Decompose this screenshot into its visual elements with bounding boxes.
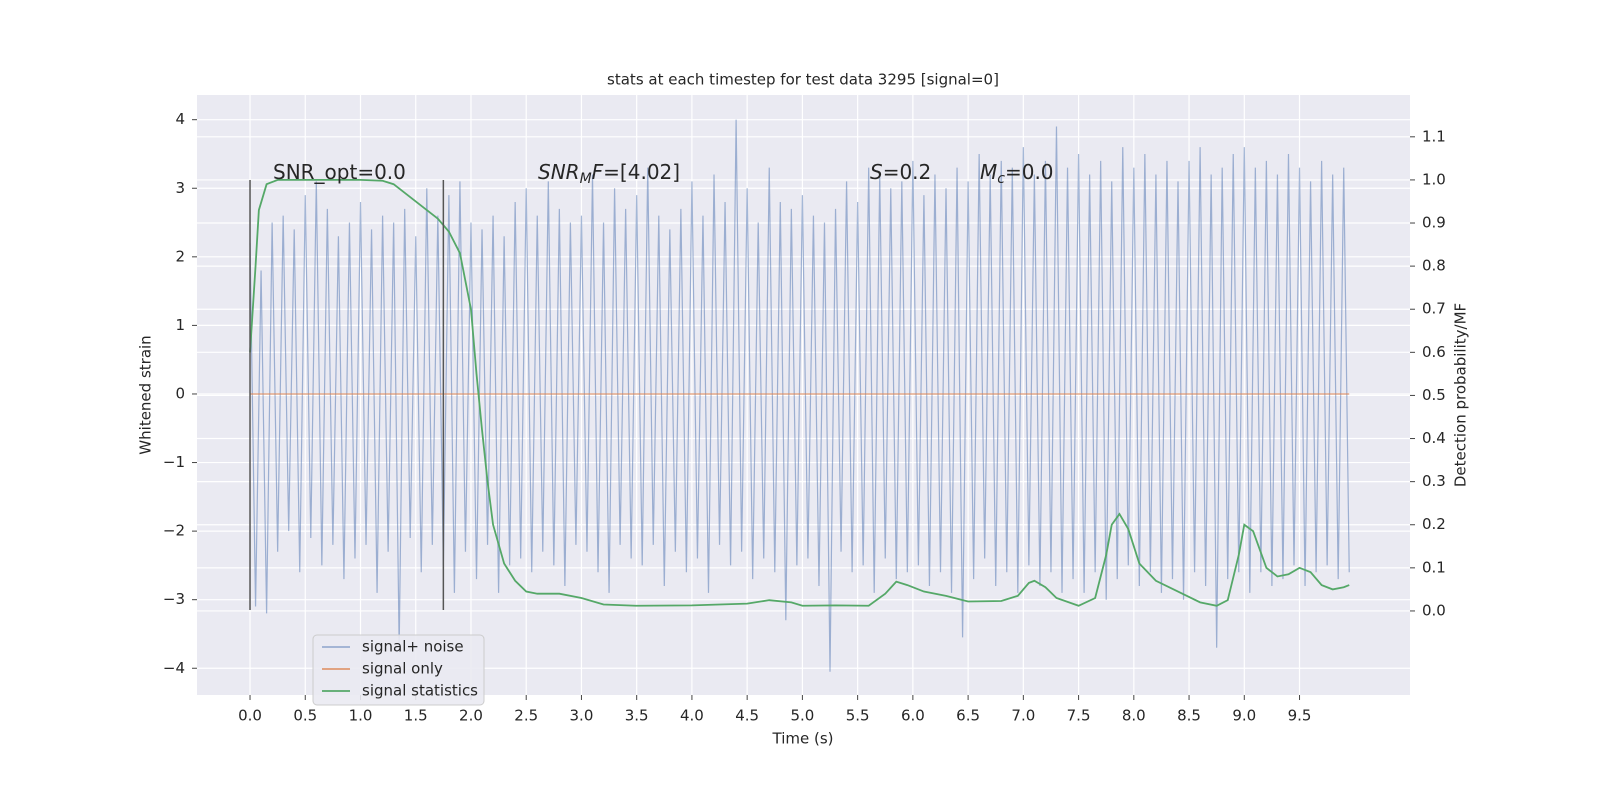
annotation-part: =0.0 (1005, 160, 1054, 184)
x-tick-label: 8.5 (1177, 707, 1201, 725)
y2-tick-label: 0.5 (1422, 386, 1446, 404)
legend: signal+ noise signal only signal statistic… (312, 634, 485, 706)
annotation: Mc=0.0 (980, 160, 1054, 188)
y2-axis-label: Detection probability/MF (1452, 303, 1470, 487)
annotation: SNRMF=[4.02] (538, 160, 680, 188)
y-tick-label: 1 (175, 316, 185, 334)
x-tick-label: 9.0 (1232, 707, 1256, 725)
x-tick-label: 1.0 (349, 707, 373, 725)
annotation-part: M (580, 171, 592, 187)
x-tick-label: 7.5 (1067, 707, 1091, 725)
y-tick-label: 4 (175, 110, 185, 128)
legend-label: signal statistics (362, 682, 478, 700)
y-tick-label: −4 (163, 659, 185, 677)
legend-box (312, 634, 485, 706)
x-tick-label: 0.5 (293, 707, 317, 725)
x-axis-label: Time (s) (772, 730, 834, 748)
x-tick-label: 8.0 (1122, 707, 1146, 725)
y2-tick-label: 0.3 (1422, 472, 1446, 490)
y-tick-label: 0 (175, 384, 185, 402)
y2-tick-label: 0.1 (1422, 558, 1446, 576)
y-axis-label: Whitened strain (137, 335, 155, 454)
y2-tick-label: 1.0 (1422, 170, 1446, 188)
x-tick-label: 4.5 (735, 707, 759, 725)
x-tick-label: 7.0 (1011, 707, 1035, 725)
x-tick-label: 2.0 (459, 707, 483, 725)
annotation-part: SNR (538, 160, 580, 184)
x-tick-label: 6.5 (956, 707, 980, 725)
x-tick-label: 2.5 (514, 707, 538, 725)
x-tick-label: 0.0 (238, 707, 262, 725)
y2-tick-label: 0.8 (1422, 257, 1446, 275)
x-tick-label: 3.0 (570, 707, 594, 725)
annotation: S=0.2 (870, 160, 931, 184)
annotation-part: F (592, 160, 604, 184)
annotation-part: SNR_opt=0.0 (273, 160, 406, 184)
annotation-part: =0.2 (883, 160, 932, 184)
y2-tick-label: 0.2 (1422, 515, 1446, 533)
annotation: SNR_opt=0.0 (273, 160, 406, 184)
y2-tick-label: 0.7 (1422, 300, 1446, 318)
y2-tick-label: 0.6 (1422, 343, 1446, 361)
chart-title: stats at each timestep for test data 329… (607, 71, 999, 89)
y2-tick-label: 0.4 (1422, 429, 1446, 447)
y-tick-label: 3 (175, 179, 185, 197)
x-tick-label: 9.5 (1288, 707, 1312, 725)
x-tick-label: 5.0 (790, 707, 814, 725)
x-tick-label: 3.5 (625, 707, 649, 725)
x-tick-label: 6.0 (901, 707, 925, 725)
annotation-part: M (980, 160, 997, 184)
y2-tick-label: 0.9 (1422, 214, 1446, 232)
legend-label: signal only (362, 660, 443, 678)
annotation-part: c (997, 171, 1005, 187)
y-tick-label: −3 (163, 590, 185, 608)
y-tick-label: −2 (163, 522, 185, 540)
series-line (249, 119, 1350, 672)
y2-tick-label: 0.0 (1422, 601, 1446, 619)
annotation-part: =[4.02] (603, 160, 680, 184)
y-tick-label: −1 (163, 453, 185, 471)
legend-label: signal+ noise (362, 638, 464, 656)
x-tick-label: 4.0 (680, 707, 704, 725)
y2-tick-label: 1.1 (1422, 127, 1446, 145)
x-tick-label: 1.5 (404, 707, 428, 725)
y-tick-label: 2 (175, 247, 185, 265)
x-tick-label: 5.5 (846, 707, 870, 725)
series-line (249, 179, 1350, 607)
annotation-part: S (870, 160, 883, 184)
